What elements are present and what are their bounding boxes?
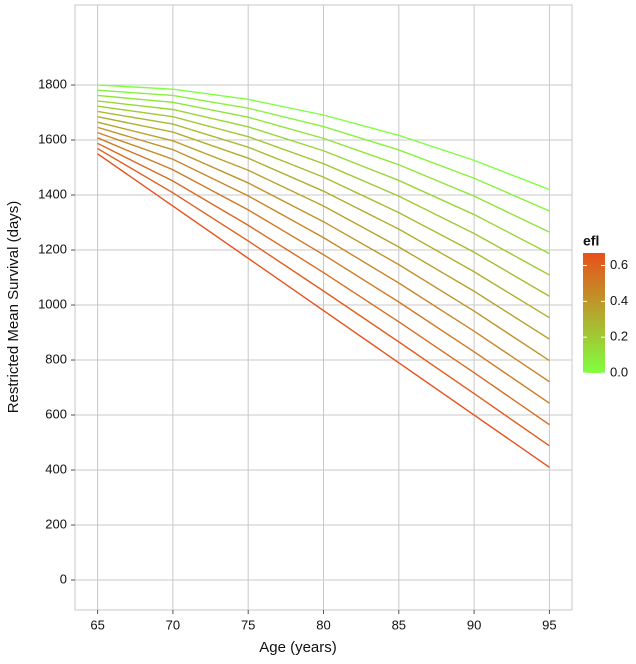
series-line [97, 121, 550, 340]
y-tick-label: 600 [45, 406, 67, 421]
y-tick-label: 1600 [38, 131, 67, 146]
series-line [97, 110, 550, 297]
x-tick-label: 95 [542, 617, 556, 632]
series-line [97, 131, 550, 383]
series-line [97, 94, 550, 233]
x-tick-label: 75 [241, 617, 255, 632]
series-line [97, 142, 550, 426]
series-line [97, 115, 550, 319]
y-tick-label: 1800 [38, 76, 67, 91]
x-tick-label: 80 [316, 617, 330, 632]
series-line [97, 153, 550, 468]
y-axis-label: Restricted Mean Survival (days) [5, 201, 22, 414]
colorbar-tick-label: 0.0 [610, 364, 628, 379]
x-axis-label: Age (years) [259, 639, 337, 656]
y-tick-label: 200 [45, 516, 67, 531]
x-tick-label: 90 [467, 617, 481, 632]
series-line [97, 105, 550, 276]
series-line [97, 100, 550, 255]
y-tick-label: 1400 [38, 186, 67, 201]
series-line [97, 126, 550, 362]
colorbar-tick-label: 0.2 [610, 329, 628, 344]
x-tick-label: 70 [166, 617, 180, 632]
colorbar-title: efl [583, 233, 599, 249]
series-line [97, 147, 550, 447]
colorbar [583, 253, 605, 373]
y-tick-label: 1200 [38, 241, 67, 256]
y-tick-label: 400 [45, 461, 67, 476]
y-tick-label: 800 [45, 351, 67, 366]
x-tick-label: 65 [90, 617, 104, 632]
series-line [97, 84, 550, 191]
x-tick-label: 85 [392, 617, 406, 632]
colorbar-tick-label: 0.4 [610, 293, 628, 308]
y-tick-label: 0 [60, 571, 67, 586]
series-line [97, 89, 550, 212]
y-tick-label: 1000 [38, 296, 67, 311]
series-line [97, 137, 550, 404]
colorbar-tick-label: 0.6 [610, 257, 628, 272]
